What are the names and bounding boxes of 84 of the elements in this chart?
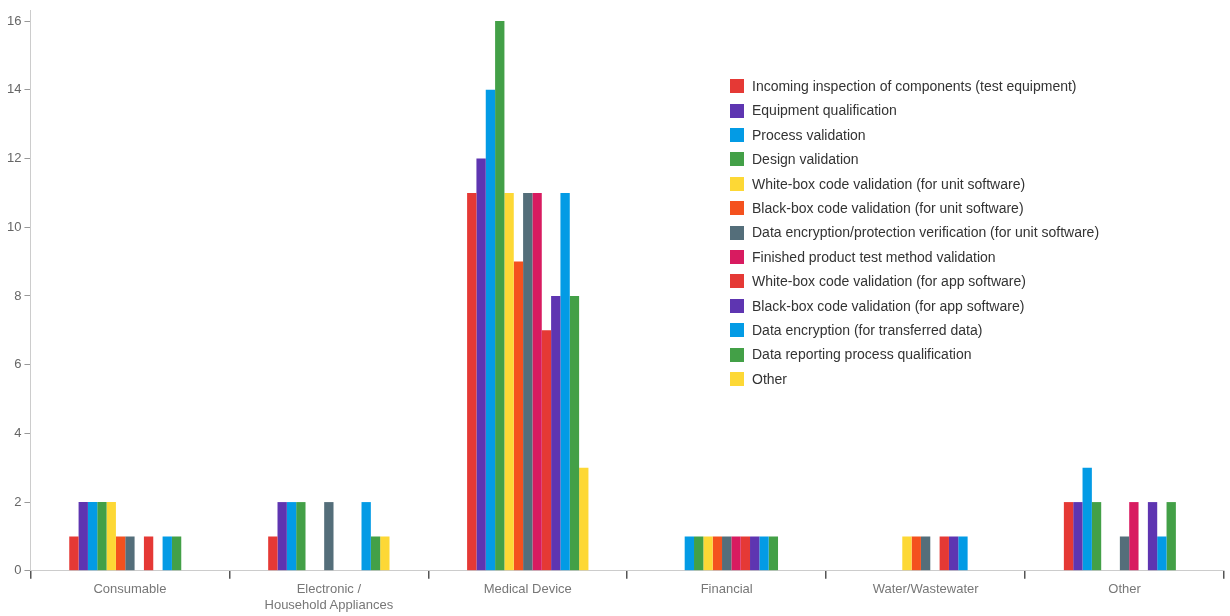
legend-label: Black-box code validation (for unit software): [752, 199, 1024, 219]
bar: [286, 502, 297, 571]
bar: [722, 536, 732, 571]
bar: [712, 536, 723, 571]
y-tick-label: 16: [6, 12, 22, 28]
bar: [939, 536, 949, 571]
y-tick-label: 12: [6, 150, 22, 166]
bar: [911, 536, 921, 571]
bar: [361, 502, 371, 571]
y-tick-label: 4: [14, 424, 22, 440]
legend-label: Incoming inspection of components (test equipment): [752, 77, 1077, 96]
bar: [162, 536, 172, 571]
bar: [523, 192, 533, 571]
bar: [106, 502, 116, 571]
bar: [1119, 536, 1130, 571]
bar: [740, 536, 751, 571]
bar: [504, 192, 514, 571]
y-tick-label: 2: [14, 493, 22, 509]
bar: [579, 467, 589, 571]
bar: [324, 502, 334, 571]
bar: [87, 502, 98, 571]
bar: [958, 536, 968, 571]
bar: [694, 536, 704, 571]
legend-label: White-box code validation (for unit software): [752, 174, 1026, 194]
bar: [277, 502, 287, 571]
legend-label: Process validation: [752, 125, 866, 145]
bar: [731, 536, 741, 571]
bar: [551, 295, 561, 571]
bar: [768, 536, 779, 571]
legend-label: Data encryption (for transferred data): [752, 321, 983, 341]
bar: [1147, 502, 1158, 571]
bar: [1073, 502, 1083, 571]
bar: [296, 502, 306, 571]
legend-label: Data reporting process qualification: [752, 345, 972, 365]
x-tick-label: Medical Device: [483, 581, 572, 597]
y-tick-label: 6: [14, 356, 22, 372]
bar: [380, 536, 390, 571]
bar: [495, 21, 505, 571]
bar: [513, 261, 524, 571]
y-tick-label: 0: [14, 562, 22, 578]
bar: [920, 536, 931, 571]
bar: [69, 536, 79, 571]
bar: [171, 536, 182, 571]
bar: [684, 536, 695, 571]
bar: [541, 330, 552, 571]
legend-label: Other: [752, 369, 788, 389]
x-tick-label: Consumable: [93, 581, 167, 597]
bar: [485, 89, 496, 571]
bar: [143, 536, 154, 571]
legend-label: White-box code validation (for app software): [752, 272, 1026, 292]
bar: [569, 295, 580, 571]
bar: [1129, 502, 1139, 571]
bar: [115, 536, 126, 571]
legend-label: Data encryption/protection verification (for unit software): [752, 223, 1100, 243]
x-tick-label: Water/Wastewater: [872, 581, 980, 597]
bar: [560, 192, 570, 571]
bar: [476, 158, 486, 571]
bar: [1082, 467, 1092, 571]
bar: [703, 536, 713, 571]
x-tick-label: Electronic / Household Appliances: [264, 581, 394, 612]
bar: [902, 536, 912, 571]
bar: [97, 502, 107, 571]
y-tick-label: 14: [6, 81, 22, 97]
legend-label: Finished product test method validation: [752, 247, 996, 267]
legend-label: Design validation: [752, 150, 859, 170]
bar: [1166, 502, 1176, 571]
bar: [948, 536, 959, 571]
bar: [125, 536, 135, 571]
bar: [759, 536, 769, 571]
x-tick-label: Other: [1108, 581, 1142, 597]
bar: [268, 536, 278, 571]
bar: [1091, 502, 1102, 571]
bar: [1063, 502, 1074, 571]
bar: [750, 536, 760, 571]
x-tick-label: Financial: [700, 581, 753, 597]
bar: [532, 192, 542, 571]
bar: [370, 536, 381, 571]
legend-label: Equipment qualification: [752, 101, 897, 121]
bar: [467, 192, 477, 571]
legend-label: Black-box code validation (for app software): [752, 296, 1025, 316]
bar: [1157, 536, 1167, 571]
y-tick-label: 8: [14, 287, 22, 303]
bar: [78, 502, 88, 571]
y-tick-label: 10: [6, 218, 22, 234]
